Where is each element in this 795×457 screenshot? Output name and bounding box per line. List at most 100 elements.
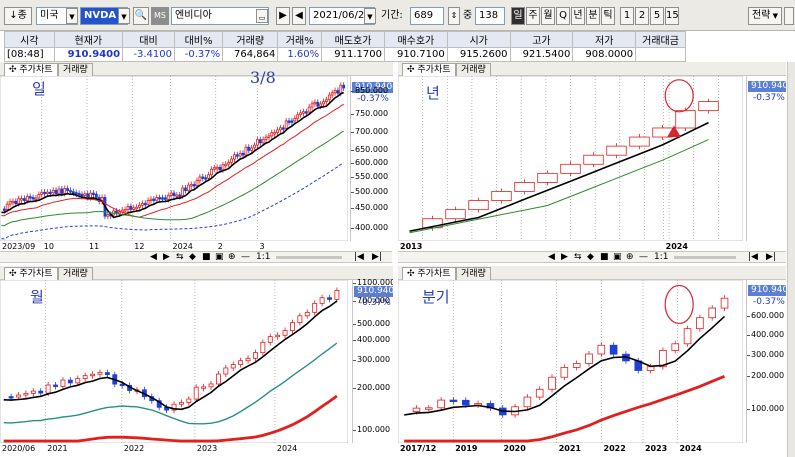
candle-up bbox=[597, 344, 606, 355]
y-tick-mark bbox=[351, 191, 354, 193]
scroll-right-icon[interactable]: ▶ bbox=[163, 252, 170, 262]
zoom-icon[interactable]: ⇕ bbox=[448, 7, 460, 25]
tab-price-chart[interactable]: ✣ 주가차트 bbox=[402, 63, 456, 76]
quote-value-cell: [08:48] bbox=[4, 47, 55, 62]
scroll-start-icon[interactable]: |◀ bbox=[748, 252, 758, 262]
chart-scrollbar[interactable]: ◀ ▶ ⇆ ◆ ■ ▣ ⊕ — 1:1 |◀ ▶| bbox=[398, 251, 786, 263]
name-list-icon[interactable]: ▭ bbox=[256, 9, 268, 23]
candle-up bbox=[90, 373, 95, 377]
interval-button[interactable]: 월 bbox=[541, 7, 555, 25]
play-back-icon[interactable]: ◀ bbox=[292, 7, 306, 25]
candle-down bbox=[115, 210, 118, 214]
scroll-track[interactable] bbox=[674, 256, 736, 259]
toolbar-extra-button[interactable] bbox=[784, 7, 794, 25]
period-overlay-label: 분기 bbox=[422, 288, 450, 306]
interval-button[interactable]: 년 bbox=[571, 7, 585, 25]
zoom-input[interactable]: 138 bbox=[475, 7, 505, 25]
interval-button[interactable]: 분 bbox=[586, 7, 600, 25]
sync-icon[interactable]: ⇆ bbox=[574, 252, 582, 262]
x-axis-tick: 2024 bbox=[276, 444, 298, 453]
chart-scrollbar[interactable]: ◀ ▶ ⇆ ◆ ■ ▣ ⊕ — 1:1 |◀ ▶| bbox=[0, 251, 392, 263]
ticker-dropdown-icon[interactable]: ▼ bbox=[118, 8, 130, 24]
stop-icon[interactable]: ■ bbox=[600, 252, 609, 262]
quote-value-cell: -0.37% bbox=[174, 47, 224, 62]
candle-down bbox=[2, 208, 6, 211]
candle-up bbox=[646, 366, 655, 371]
candle-up bbox=[659, 350, 667, 368]
y-tick-mark bbox=[353, 340, 356, 342]
interval-button[interactable]: 틱 bbox=[601, 7, 615, 25]
sync-icon[interactable]: ⇆ bbox=[176, 252, 184, 262]
minute-button[interactable]: 5 bbox=[650, 7, 664, 25]
zoom-in-icon[interactable]: ⊕ bbox=[228, 252, 236, 262]
tab-volume[interactable]: 거래량 bbox=[456, 267, 491, 280]
current-price-label: 910.9400 bbox=[748, 81, 786, 92]
date-dropdown-icon[interactable]: ▼ bbox=[364, 8, 376, 24]
scroll-left-icon[interactable]: ◀ bbox=[150, 252, 157, 262]
market-dropdown-icon[interactable]: ▼ bbox=[66, 8, 78, 24]
grid-icon[interactable]: ▣ bbox=[215, 252, 224, 262]
quote-header-cell: 거래량 bbox=[222, 31, 279, 48]
minute-button[interactable]: 2 bbox=[635, 7, 649, 25]
y-tick-mark bbox=[351, 227, 354, 229]
candle-up bbox=[17, 198, 21, 205]
interval-button[interactable]: 일 bbox=[511, 7, 525, 25]
scroll-left-icon[interactable]: ◀ bbox=[548, 252, 555, 262]
candle-down bbox=[290, 120, 294, 123]
move-icon: ✣ bbox=[407, 65, 418, 75]
stock-type-toggle[interactable]: ↓종 bbox=[4, 7, 32, 25]
current-price-label: 910.9400 bbox=[352, 82, 393, 93]
strategy-button[interactable]: 전략 ▼ bbox=[748, 7, 782, 25]
interval-button[interactable]: 주 bbox=[526, 7, 540, 25]
candle-up bbox=[175, 194, 179, 197]
search-icon[interactable]: 🔍 bbox=[133, 7, 149, 25]
zoom-out-icon[interactable]: — bbox=[639, 252, 648, 262]
zoom-in-icon[interactable]: ⊕ bbox=[626, 252, 634, 262]
grid-icon[interactable]: ▣ bbox=[613, 252, 622, 262]
marker-icon[interactable]: ◆ bbox=[587, 252, 594, 262]
tab-volume[interactable]: 거래량 bbox=[58, 63, 93, 76]
change-percent-label: -0.37% bbox=[753, 93, 785, 103]
candle-up bbox=[230, 364, 236, 369]
marker-icon[interactable]: ◆ bbox=[189, 252, 196, 262]
tab-price-chart[interactable]: ✣ 주가차트 bbox=[4, 267, 58, 280]
moving-average-line bbox=[409, 139, 709, 234]
tab-volume[interactable]: 거래량 bbox=[456, 63, 491, 76]
candle-up bbox=[75, 378, 81, 384]
x-axis-tick: 2022 bbox=[603, 444, 626, 453]
y-tick-mark bbox=[353, 324, 356, 325]
candle-down bbox=[247, 146, 251, 151]
minute-button[interactable]: 15 bbox=[665, 7, 679, 25]
candle-down bbox=[449, 399, 458, 402]
candle-up bbox=[325, 99, 328, 102]
date-annotation: 3/8 bbox=[250, 68, 276, 87]
tab-price-chart[interactable]: ✣ 주가차트 bbox=[402, 267, 456, 280]
moving-average-line bbox=[1, 103, 344, 218]
y-axis-tick: 200.000 bbox=[357, 382, 391, 392]
zoom-out-icon[interactable]: — bbox=[241, 252, 250, 262]
current-price-label: 910.9400 bbox=[354, 286, 393, 297]
candle-up bbox=[195, 180, 199, 187]
play-forward-icon[interactable]: ▶ bbox=[276, 7, 290, 25]
scroll-right-icon[interactable]: ▶ bbox=[561, 252, 568, 262]
right-scroll-strip[interactable] bbox=[787, 62, 795, 457]
tab-price-chart[interactable]: ✣ 주가차트 bbox=[4, 63, 58, 76]
y-axis-tick: 450.000 bbox=[355, 203, 389, 212]
strategy-label: 전략 bbox=[751, 10, 771, 21]
candle-up bbox=[189, 184, 193, 187]
stock-name-field: 엔비디아 bbox=[171, 7, 269, 25]
scroll-track[interactable] bbox=[276, 256, 342, 259]
tab-volume[interactable]: 거래량 bbox=[58, 267, 93, 280]
candle-up bbox=[11, 200, 15, 204]
scroll-start-icon[interactable]: |◀ bbox=[354, 252, 364, 262]
x-axis-tick: 2019 bbox=[455, 444, 478, 453]
period-input[interactable]: 689 bbox=[410, 7, 444, 25]
candle-up bbox=[330, 92, 334, 96]
candle-up bbox=[135, 206, 139, 210]
interval-button[interactable]: Q bbox=[556, 7, 570, 25]
stop-icon[interactable]: ■ bbox=[202, 252, 211, 262]
minute-button[interactable]: 1 bbox=[620, 7, 634, 25]
scroll-end-icon[interactable]: ▶| bbox=[766, 252, 776, 262]
scroll-end-icon[interactable]: ▶| bbox=[372, 252, 382, 262]
candle-up bbox=[261, 138, 265, 144]
